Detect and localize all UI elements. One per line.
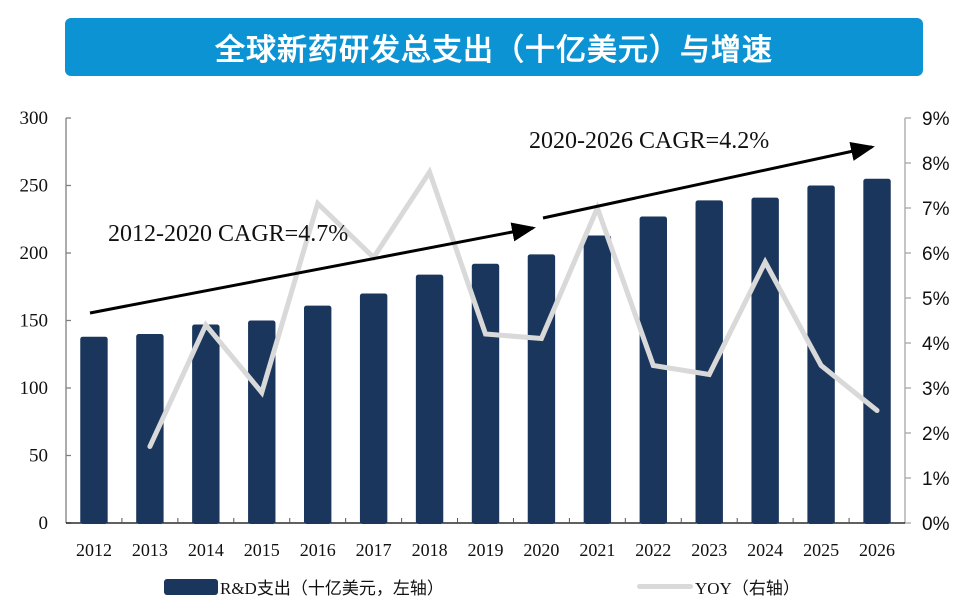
right-axis-tick-label: 9% xyxy=(922,109,950,130)
x-axis-tick-label: 2023 xyxy=(691,540,727,560)
legend-swatch-line xyxy=(637,584,693,589)
yoy-line-series xyxy=(147,166,880,449)
right-axis-tick-label: 6% xyxy=(922,244,950,265)
yoy-line xyxy=(147,166,880,449)
legend-item-rd: R&D支出（十亿美元，左轴） xyxy=(164,574,444,599)
left-axis-tick-label: 0 xyxy=(39,513,49,534)
left-axis-tick-label: 150 xyxy=(20,311,49,332)
bar-2023 xyxy=(695,200,723,524)
bar-2020 xyxy=(527,254,556,524)
x-axis-tick-label: 2024 xyxy=(747,540,783,560)
bar-2025 xyxy=(807,185,835,524)
x-axis-tick-label: 2017 xyxy=(356,540,392,560)
x-axis-tick-label: 2019 xyxy=(468,540,504,560)
bar-2024 xyxy=(751,197,779,524)
right-axis-tick-label: 0% xyxy=(922,514,950,535)
x-axis-tick-label: 2014 xyxy=(188,540,224,560)
x-axis-tick-label: 2025 xyxy=(803,540,839,560)
axes: 0 50 100 150 200 250 300 0% 1% 2% 3% 4% 5% 6% 7% 8% 9% 20… xyxy=(20,108,950,560)
right-axis-tick-label: 4% xyxy=(922,334,950,355)
x-axis-tick-label: 2022 xyxy=(635,540,671,560)
chart-title-banner: 全球新药研发总支出（十亿美元）与增速 xyxy=(65,18,923,76)
x-axis-tick-label: 2018 xyxy=(412,540,448,560)
legend-label-rd: R&D支出（十亿美元，左轴） xyxy=(220,579,444,598)
legend-label-yoy: YOY（右轴） xyxy=(695,579,800,598)
left-axis-tick-label: 250 xyxy=(20,176,49,197)
bar-2018 xyxy=(415,274,444,524)
bar-2021 xyxy=(583,235,612,524)
bar-2022 xyxy=(639,216,668,525)
cagr-annotations: 2012-2020 CAGR=4.7% 2020-2026 CAGR=4.2% xyxy=(108,128,769,247)
x-axis-tick-label: 2020 xyxy=(523,540,559,560)
cagr-arrow-2020-2026 xyxy=(542,142,875,220)
legend-item-yoy: YOY（右轴） xyxy=(637,574,800,599)
cagr-label-2012-2020: 2012-2020 CAGR=4.7% xyxy=(108,221,348,247)
cagr-label-2020-2026: 2020-2026 CAGR=4.2% xyxy=(529,128,769,154)
right-axis-tick-label: 1% xyxy=(922,469,950,490)
cagr-arrow-2012-2020 xyxy=(89,222,536,315)
bar-2017 xyxy=(359,293,388,524)
cagr-arrows xyxy=(89,142,875,315)
bar-2012 xyxy=(80,336,108,524)
right-axis-tick-label: 2% xyxy=(922,424,950,445)
x-axis-tick-label: 2013 xyxy=(132,540,168,560)
x-axis-tick-label: 2016 xyxy=(300,540,336,560)
x-axis-tick-label: 2026 xyxy=(859,540,895,560)
right-axis-tick-label: 3% xyxy=(922,379,950,400)
x-axis-tick-label: 2015 xyxy=(244,540,280,560)
bar-2019 xyxy=(471,263,500,524)
right-axis-tick-label: 7% xyxy=(922,199,950,220)
left-axis-tick-label: 300 xyxy=(20,108,49,129)
x-axis-tick-label: 2012 xyxy=(76,540,112,560)
x-axis-tick-label: 2021 xyxy=(579,540,615,560)
bar-2016 xyxy=(303,305,332,524)
right-axis-tick-label: 5% xyxy=(922,289,950,310)
bar-2015 xyxy=(248,320,276,524)
legend-swatch-bar xyxy=(164,578,218,595)
left-axis-tick-label: 100 xyxy=(20,378,49,399)
left-axis-tick-label: 200 xyxy=(20,243,49,264)
bar-2026 xyxy=(863,178,891,524)
chart-title: 全球新药研发总支出（十亿美元）与增速 xyxy=(215,33,773,68)
right-axis-tick-label: 8% xyxy=(922,154,950,175)
bar-series xyxy=(80,178,891,525)
bar-2014 xyxy=(192,324,220,524)
bar-2013 xyxy=(136,334,164,524)
left-axis-tick-label: 50 xyxy=(29,446,48,467)
